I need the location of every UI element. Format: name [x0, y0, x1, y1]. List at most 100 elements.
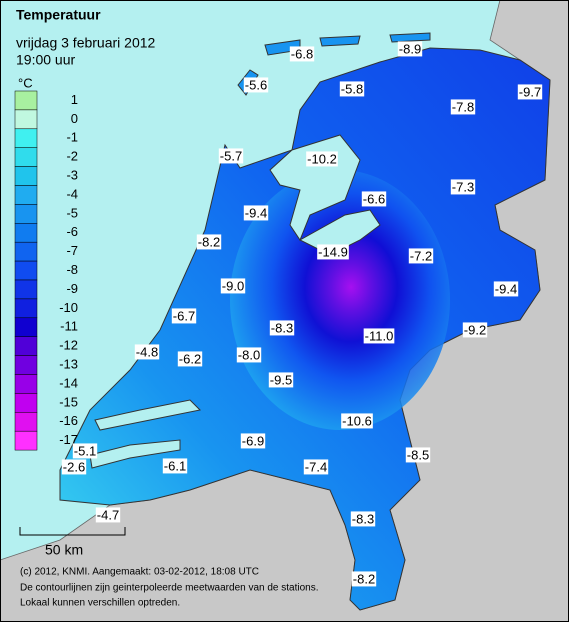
station-value: -9.7: [519, 84, 541, 99]
station-value: -8.9: [399, 41, 421, 56]
station-box: [162, 458, 188, 474]
station-value: -5.1: [74, 443, 96, 458]
legend-label: -9: [66, 281, 78, 296]
station-box: [177, 351, 203, 367]
date: vrijdag 3 februari 2012: [16, 35, 156, 51]
scale-bar: [19, 527, 126, 536]
cold-core: [230, 170, 450, 430]
station-value: -4.8: [136, 344, 158, 359]
station-box: [462, 322, 488, 338]
station-value: -8.0: [238, 347, 260, 362]
station-box: [134, 344, 160, 360]
station-box: [351, 571, 377, 587]
legend-swatch: [14, 374, 38, 394]
footer-line: (c) 2012, KNMI. Aangemaakt: 03-02-2012, …: [20, 567, 259, 578]
station-box: [240, 433, 266, 449]
legend-label: 1: [71, 92, 78, 107]
legend-swatch: [14, 279, 38, 300]
station-value: -7.4: [305, 459, 327, 474]
scale-label: 50 km: [45, 542, 83, 558]
legend-label: -3: [66, 168, 78, 183]
station-box: [289, 46, 315, 62]
legend-label: -11: [60, 319, 78, 334]
station-value: -14.9: [318, 244, 348, 259]
legend-label: -17: [59, 432, 78, 447]
station-value: -9.2: [464, 322, 486, 337]
stations: -6.8 -8.9 -5.6 -5.8 -9.7 -7.8 -5.7 -10.2 -7.3 -6.…: [61, 41, 543, 587]
legend-label: -16: [59, 413, 78, 428]
station-value: -9.0: [222, 278, 244, 293]
station-box: [303, 459, 329, 475]
legend-label: -6: [66, 224, 78, 239]
station-box: [363, 328, 395, 344]
legend-swatch: [14, 430, 38, 451]
legend-swatch: [14, 109, 38, 130]
legend-label: -7: [66, 243, 78, 258]
station-box: [517, 84, 543, 100]
legend-swatch: [14, 355, 38, 375]
station-box: [268, 372, 294, 388]
station-box: [269, 320, 295, 336]
station-value: -5.7: [220, 148, 242, 163]
legend-label: -12: [59, 338, 78, 353]
station-box: [397, 41, 423, 57]
station-value: -6.1: [164, 458, 186, 473]
footer-line: Lokaal kunnen verschillen optreden.: [20, 598, 180, 609]
legend-label: -8: [66, 262, 78, 277]
legend-label: -15: [59, 394, 78, 409]
station-box: [220, 278, 246, 294]
station-box: [236, 347, 262, 363]
legend-label: -13: [59, 357, 78, 372]
station-box: [243, 77, 269, 93]
station-box: [95, 507, 121, 523]
station-value: -7.2: [410, 248, 432, 263]
station-value: -8.5: [407, 447, 429, 462]
station-box: [361, 191, 387, 207]
title: Temperatuur: [16, 7, 101, 23]
station-value: -5.8: [341, 81, 363, 96]
legend-swatch: [14, 317, 38, 337]
station-value: -6.8: [291, 46, 313, 61]
station-value: -6.7: [173, 308, 195, 323]
station-value: -11.0: [365, 328, 394, 343]
legend-swatch: [14, 128, 38, 148]
legend-label: -4: [66, 186, 78, 201]
station-box: [339, 81, 365, 97]
legend-swatch: [14, 241, 38, 262]
station-value: -9.4: [495, 281, 517, 296]
station-box: [450, 99, 476, 115]
station-box: [450, 179, 476, 195]
station-value: -9.4: [245, 205, 267, 220]
legend-label: -1: [66, 130, 78, 145]
station-value: -7.3: [452, 179, 474, 194]
legend-swatch: [14, 90, 38, 111]
station-value: -7.8: [452, 99, 474, 114]
legend-swatch: [14, 260, 38, 281]
station-box: [218, 148, 244, 164]
station-box: [493, 281, 519, 297]
station-box: [61, 459, 87, 475]
legend-unit: °C: [18, 75, 33, 90]
station-box: [405, 447, 431, 463]
station-value: -2.6: [63, 459, 85, 474]
legend-swatch: [14, 147, 38, 167]
station-value: -9.5: [270, 372, 292, 387]
station-value: -10.2: [307, 151, 337, 166]
station-value: -8.2: [353, 571, 375, 586]
footer-line: De contourlijnen zijn geinterpoleerde me…: [20, 583, 319, 594]
station-value: -6.6: [363, 191, 385, 206]
legend-swatch: [14, 223, 38, 243]
station-value: -8.2: [198, 234, 220, 249]
station-value: -4.7: [97, 507, 119, 522]
zeeland-waters: [89, 399, 202, 469]
station-value: -6.9: [242, 433, 264, 448]
legend-swatch: [14, 412, 38, 432]
legend-swatch: [14, 204, 38, 224]
station-box: [341, 413, 373, 429]
station-box: [408, 248, 434, 264]
legend: 1 0 -1 -2 -3 -4 -5 -6 -7 -8 -9 -10 -11 -12 -13 -14 -15 -1…: [14, 90, 78, 451]
legend-label: 0: [71, 111, 78, 126]
station-value: -5.6: [245, 77, 267, 92]
